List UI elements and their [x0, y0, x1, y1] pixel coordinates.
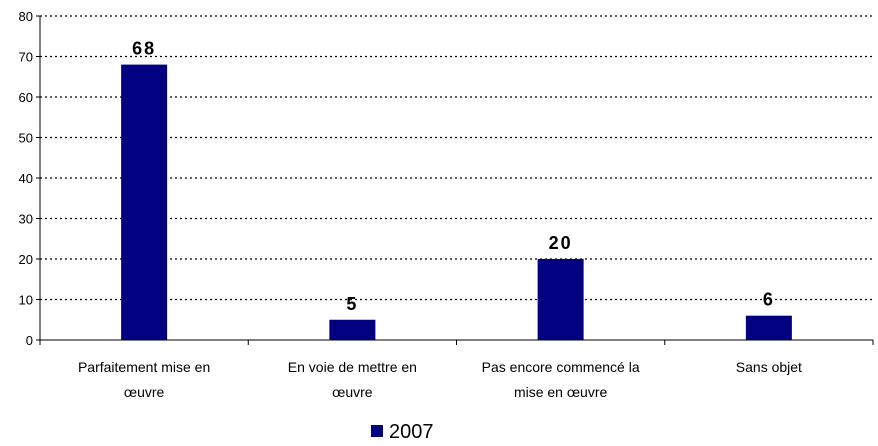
- legend-swatch-2007: [371, 425, 383, 437]
- bars: [121, 64, 792, 340]
- y-tick-label: 10: [19, 293, 33, 308]
- x-tick-label: Pas encore commencé la: [482, 359, 640, 375]
- x-tick-label: œuvre: [124, 384, 165, 400]
- legend: 2007: [371, 421, 434, 443]
- x-tick-label: En voie de mettre en: [288, 359, 417, 375]
- x-tick-label: Sans objet: [736, 359, 802, 375]
- x-tick-label: œuvre: [332, 384, 373, 400]
- data-label-3: 6: [763, 290, 775, 310]
- data-label-2: 20: [549, 233, 573, 253]
- data-label-1: 5: [346, 294, 358, 314]
- y-tick-label: 30: [19, 212, 33, 227]
- y-tick-label: 0: [26, 333, 33, 348]
- y-tick-label: 20: [19, 252, 33, 267]
- gridlines: [40, 15, 873, 301]
- y-axis: 0 10 20 30 40 50 60 70 80: [19, 9, 41, 348]
- bar-0: [121, 64, 168, 340]
- y-tick-label: 70: [19, 50, 33, 65]
- data-labels: 68 5 20 6: [132, 39, 775, 314]
- x-axis: Parfaitement mise en œuvre En voie de mett…: [39, 339, 874, 400]
- y-tick-label: 60: [19, 90, 33, 105]
- bar-3: [745, 315, 792, 340]
- bar-2: [537, 259, 584, 340]
- bar-1: [329, 319, 376, 340]
- y-tick-label: 40: [19, 171, 33, 186]
- x-tick-label: Parfaitement mise en: [78, 359, 210, 375]
- y-tick-label: 80: [19, 9, 33, 24]
- legend-label-2007: 2007: [389, 421, 434, 443]
- data-label-0: 68: [132, 39, 156, 59]
- x-tick-label: mise en œuvre: [514, 384, 608, 400]
- y-tick-label: 50: [19, 131, 33, 146]
